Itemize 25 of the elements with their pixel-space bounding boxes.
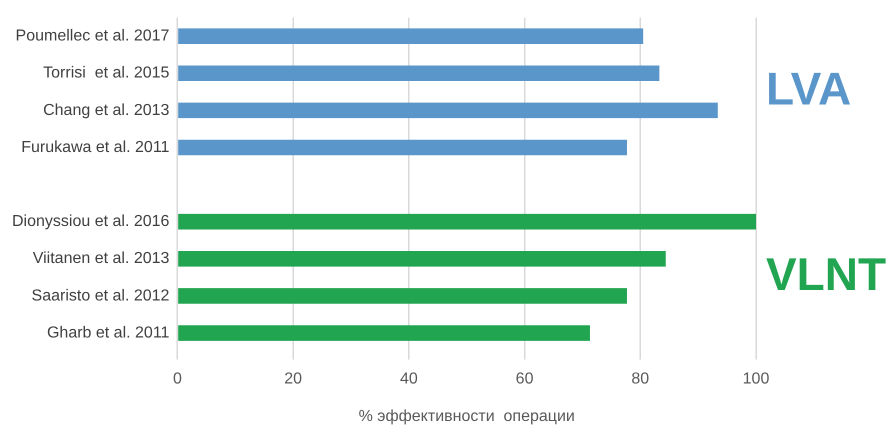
x-tick-label: 80 (631, 370, 650, 388)
bar (178, 65, 660, 82)
bar (178, 140, 627, 156)
x-tick-label: 20 (284, 370, 302, 388)
x-axis-title: % эффективности операции (358, 408, 575, 425)
y-tick-label: Chang et al. 2013 (43, 102, 170, 119)
bar (178, 325, 590, 341)
bar (178, 214, 756, 230)
bar (178, 28, 644, 44)
y-tick-label: Torrisi et al. 2015 (43, 64, 170, 82)
y-tick-label: Gharb et al. 2011 (46, 324, 170, 342)
y-tick-label: Viitanen et al. 2013 (32, 250, 170, 268)
bar (178, 288, 627, 304)
y-tick-label: Dionyssiou et al. 2016 (12, 213, 170, 230)
x-tick-label: 100 (742, 370, 770, 388)
x-tick-label: 40 (400, 370, 418, 388)
x-tick-label: 60 (516, 370, 534, 388)
text: VLNT (766, 248, 886, 300)
y-tick-label: Poumellec et al. 2017 (16, 28, 170, 45)
text: LVA (766, 62, 852, 115)
bar (178, 102, 718, 118)
y-tick-label: Saaristo et al. 2012 (32, 287, 170, 304)
bar (178, 251, 666, 267)
y-tick-label: Furukawa et al. 2011 (21, 138, 170, 156)
x-tick-label: 0 (172, 370, 182, 388)
